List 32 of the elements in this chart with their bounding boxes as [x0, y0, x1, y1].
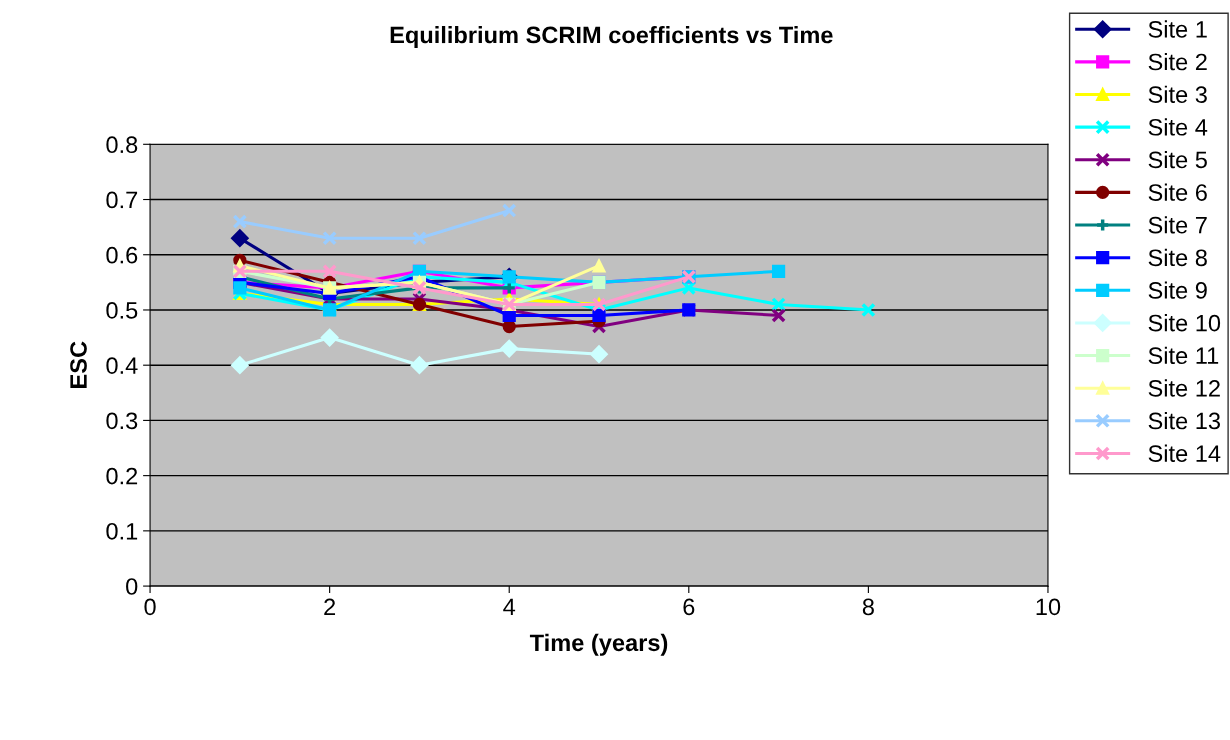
chart-title: Equilibrium SCRIM coefficients vs Time	[390, 26, 833, 48]
y-tick-label: 0.1	[106, 522, 138, 540]
legend-label: Site 9	[1148, 281, 1207, 299]
legend-label: Site 4	[1148, 118, 1208, 136]
y-tick-label: 0.7	[106, 191, 138, 209]
legend-label: Site 3	[1148, 85, 1207, 103]
legend-label: Site 5	[1148, 150, 1207, 169]
y-tick-label: 0.8	[106, 136, 138, 154]
x-axis-title: Time (years)	[529, 633, 668, 656]
legend-label: Site 7	[1148, 216, 1207, 234]
legend-label: Site 8	[1148, 248, 1207, 267]
legend-label: Site 2	[1148, 53, 1207, 71]
x-tick-label: 4	[503, 598, 516, 615]
y-tick-label: 0	[126, 578, 138, 595]
x-tick-label: 0	[144, 598, 156, 616]
legend-label: Site 13	[1148, 411, 1220, 430]
y-tick-label: 0.4	[106, 357, 138, 374]
x-tick-label: 8	[862, 598, 874, 616]
x-tick-label: 6	[683, 598, 695, 616]
legend-label: Site 6	[1148, 183, 1207, 201]
y-tick-label: 0.2	[106, 467, 138, 485]
legend-label: Site 12	[1148, 379, 1220, 397]
legend-label: Site 11	[1148, 346, 1219, 365]
legend-label: Site 10	[1148, 314, 1221, 332]
legend-label: Site 14	[1148, 444, 1221, 462]
y-tick-label: 0.5	[106, 302, 138, 319]
x-tick-label: 2	[324, 598, 336, 615]
y-tick-label: 0.3	[106, 412, 138, 430]
y-axis-title: ESC	[70, 341, 87, 388]
y-tick-label: 0.6	[106, 246, 138, 264]
x-tick-label: 10	[1036, 598, 1061, 616]
legend-label: Site 1	[1148, 20, 1207, 38]
